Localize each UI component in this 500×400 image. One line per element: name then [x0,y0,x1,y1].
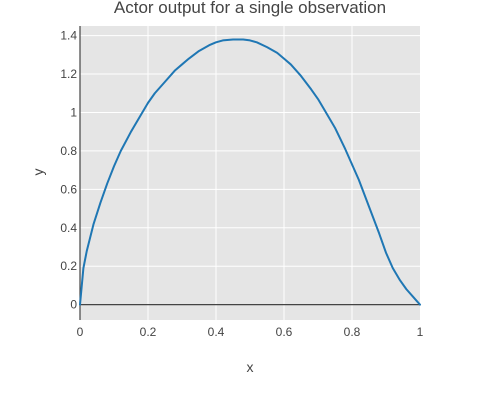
y-tick-label: 0.2 [60,259,77,273]
plot-area [80,26,420,320]
x-axis-title: x [247,359,254,375]
y-tick-label: 1.2 [60,67,77,81]
x-tick-label: 0.8 [344,325,361,339]
x-tick-label: 0.2 [140,325,157,339]
zero-lines [79,26,420,320]
x-tick-labels: 0 0.2 0.4 0.6 0.8 1 [77,325,424,339]
x-tick-label: 0.6 [276,325,293,339]
x-tick-label: 0 [77,325,84,339]
y-tick-label: 1 [70,105,77,119]
chart-title: Actor output for a single observation [114,0,386,17]
y-axis-title: y [30,169,46,176]
series-line [79,38,421,306]
y-tick-label: 0.6 [60,182,77,196]
y-tick-labels: 0 0.2 0.4 0.6 0.8 1 1.2 1.4 [60,29,77,312]
series-layer [79,38,421,306]
y-tick-label: 0.8 [60,144,77,158]
x-tick-label: 0.4 [208,325,225,339]
y-tick-label: 1.4 [60,29,77,43]
x-tick-label: 1 [417,325,424,339]
y-tick-label: 0 [70,298,77,312]
grid-layer [80,26,420,320]
y-tick-label: 0.4 [60,221,77,235]
